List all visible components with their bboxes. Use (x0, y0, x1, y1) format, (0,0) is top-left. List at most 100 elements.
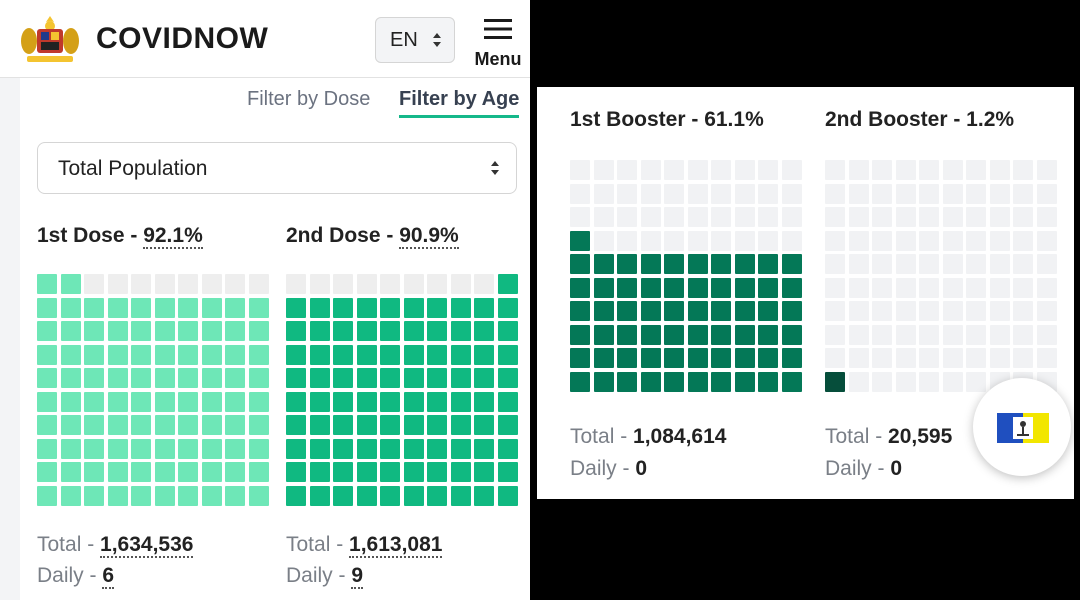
state-selector-button[interactable] (973, 378, 1071, 476)
waffle-cell-empty (895, 371, 916, 392)
waffle-cell-filled (201, 415, 222, 435)
first-dose-label: 1st Dose - (37, 224, 144, 247)
waffle-cell-empty (895, 207, 916, 227)
waffle-cell-filled (178, 321, 198, 341)
waffle-cell-filled (593, 348, 614, 368)
waffle-cell-filled (427, 391, 447, 412)
waffle-cell-empty (617, 207, 637, 227)
waffle-cell-filled (201, 391, 222, 412)
waffle-cell-empty (942, 254, 963, 274)
waffle-cell-filled (60, 344, 81, 365)
waffle-cell-filled (37, 297, 57, 318)
waffle-cell-empty (989, 277, 1010, 298)
first-dose-percent[interactable]: 92.1% (143, 224, 203, 249)
daily-value[interactable]: 6 (102, 564, 115, 589)
waffle-cell-filled (450, 344, 471, 365)
tab-filter-by-dose[interactable]: Filter by Dose (247, 88, 371, 110)
waffle-cell-filled (734, 371, 755, 392)
waffle-cell-filled (450, 438, 471, 459)
waffle-cell-filled (107, 344, 128, 365)
waffle-cell-filled (225, 321, 245, 341)
waffle-cell-empty (919, 371, 939, 392)
waffle-cell-empty (570, 207, 590, 227)
waffle-cell-filled (37, 368, 57, 388)
waffle-cell-empty (570, 230, 590, 251)
waffle-cell-filled (403, 391, 424, 412)
waffle-cell-empty (1036, 254, 1057, 274)
waffle-cell-filled (711, 254, 731, 274)
waffle-cell-filled (403, 344, 424, 365)
waffle-cell-filled (450, 462, 471, 482)
daily-label: Daily - (825, 457, 891, 480)
waffle-cell-filled (570, 254, 590, 274)
waffle-cell-filled (497, 297, 518, 318)
waffle-cell-filled (356, 321, 377, 341)
total-value[interactable]: 1,613,081 (349, 533, 443, 558)
waffle-cell-filled (248, 462, 269, 482)
waffle-cell-filled (333, 462, 353, 482)
waffle-cell-empty (825, 371, 845, 392)
waffle-cell-empty (895, 254, 916, 274)
waffle-cell-filled (427, 415, 447, 435)
waffle-cell-filled (60, 321, 81, 341)
waffle-cell-filled (131, 462, 151, 482)
waffle-cell-filled (225, 438, 245, 459)
waffle-cell-empty (593, 230, 614, 251)
waffle-cell-filled (154, 368, 175, 388)
waffle-cell-filled (286, 344, 306, 365)
waffle-cell-filled (333, 297, 353, 318)
waffle-cell-filled (178, 368, 198, 388)
menu-button[interactable]: Menu (470, 18, 526, 70)
coat-of-arms-icon[interactable] (17, 12, 83, 66)
waffle-cell-empty (640, 160, 661, 180)
second-dose-label: 2nd Dose - (286, 224, 400, 247)
waffle-cell-empty (711, 160, 731, 180)
waffle-cell-filled (131, 438, 151, 459)
waffle-cell-empty (711, 207, 731, 227)
brand-title[interactable]: COVIDNOW (96, 22, 269, 55)
waffle-cell-empty (758, 160, 778, 180)
waffle-cell-filled (309, 391, 330, 412)
waffle-cell-filled (84, 462, 104, 482)
language-select[interactable]: EN (375, 17, 455, 63)
app-header: COVIDNOW EN Menu (0, 0, 530, 78)
second-dose-percent[interactable]: 90.9% (399, 224, 459, 249)
waffle-cell-filled (781, 277, 802, 298)
waffle-cell-empty (848, 207, 869, 227)
first-dose-title: 1st Dose - 92.1% (37, 224, 203, 249)
waffle-cell-filled (427, 297, 447, 318)
waffle-cell-empty (201, 274, 222, 294)
waffle-cell-empty (872, 371, 892, 392)
total-label: Total - (37, 533, 101, 556)
waffle-cell-filled (450, 485, 471, 506)
waffle-cell-empty (1013, 277, 1033, 298)
waffle-cell-empty (1013, 183, 1033, 204)
waffle-cell-empty (825, 160, 845, 180)
waffle-cell-empty (919, 324, 939, 345)
waffle-cell-filled (664, 348, 684, 368)
waffle-cell-filled (380, 438, 400, 459)
total-value[interactable]: 1,634,536 (100, 533, 194, 558)
updown-chevron-icon (433, 33, 441, 47)
waffle-cell-filled (107, 297, 128, 318)
waffle-cell-empty (872, 348, 892, 368)
waffle-cell-filled (154, 344, 175, 365)
population-select[interactable]: Total Population (37, 142, 517, 194)
waffle-cell-filled (474, 297, 494, 318)
waffle-cell-filled (225, 368, 245, 388)
waffle-cell-empty (942, 207, 963, 227)
waffle-cell-empty (942, 183, 963, 204)
waffle-cell-filled (333, 415, 353, 435)
waffle-cell-empty (895, 277, 916, 298)
daily-value[interactable]: 9 (351, 564, 364, 589)
waffle-cell-filled (758, 348, 778, 368)
waffle-cell-empty (825, 277, 845, 298)
waffle-cell-filled (711, 301, 731, 321)
waffle-cell-filled (107, 321, 128, 341)
waffle-cell-filled (640, 371, 661, 392)
waffle-cell-empty (919, 301, 939, 321)
tab-filter-by-age[interactable]: Filter by Age (399, 88, 520, 118)
waffle-cell-empty (570, 160, 590, 180)
waffle-cell-filled (225, 344, 245, 365)
waffle-cell-filled (664, 371, 684, 392)
